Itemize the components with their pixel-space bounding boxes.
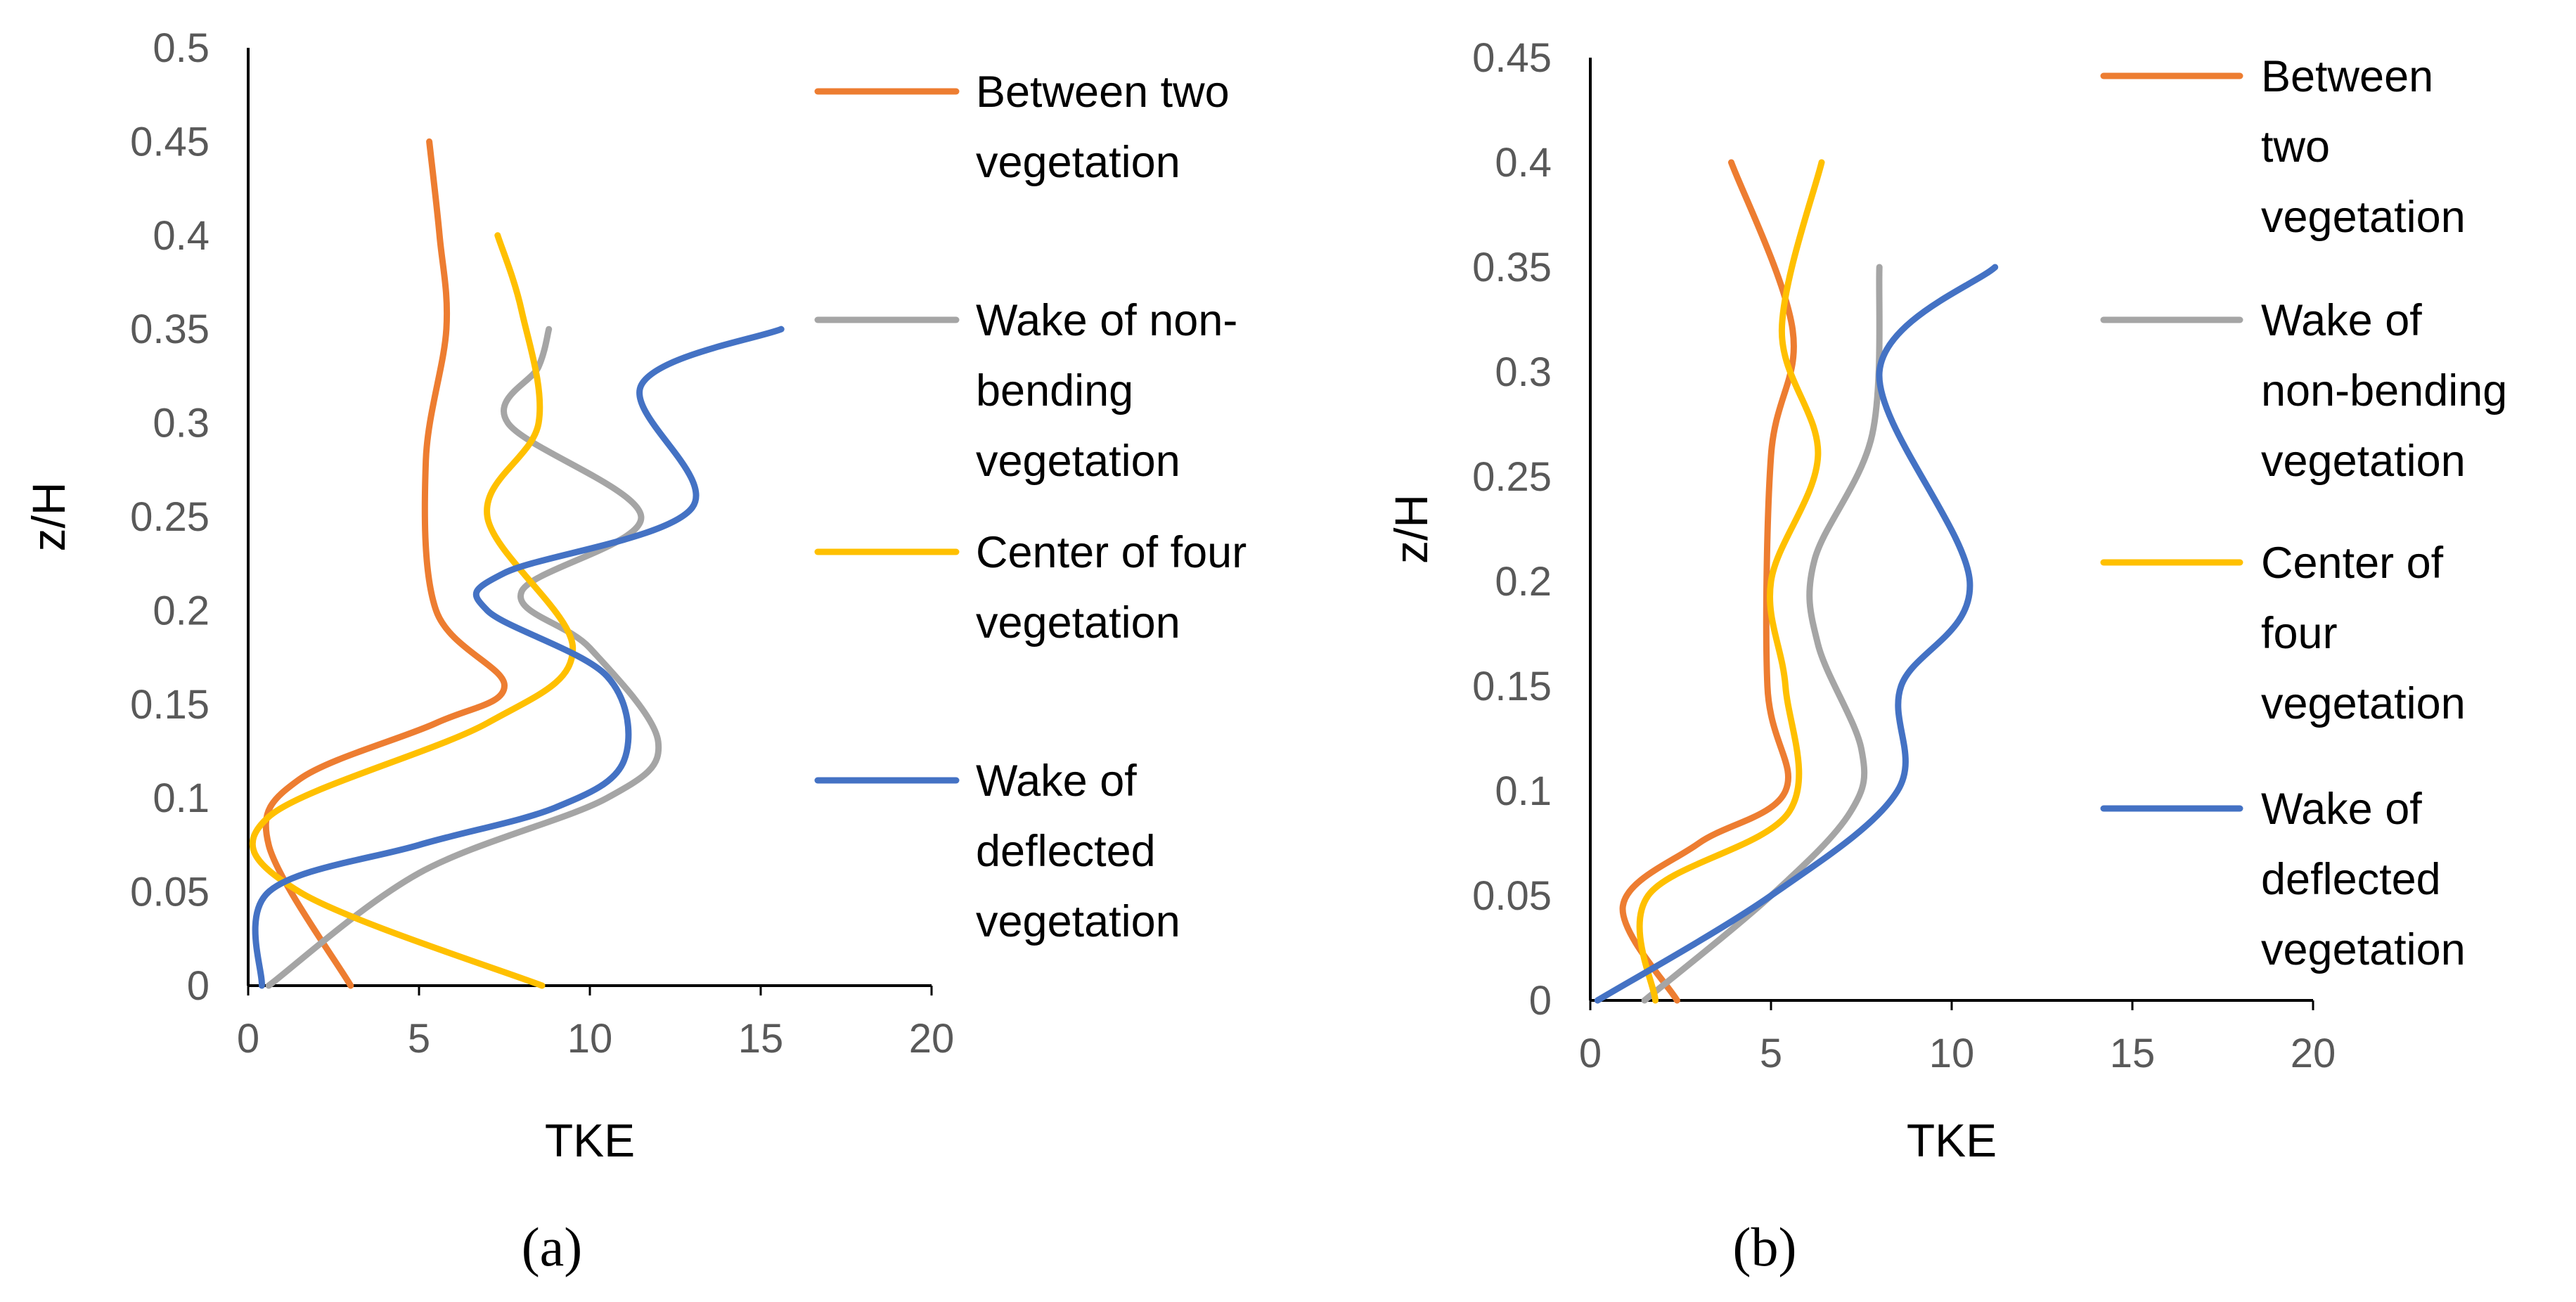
series-line-1 bbox=[1619, 159, 1797, 1004]
legend-label: Between bbox=[2261, 52, 2433, 101]
legend-label: deflected bbox=[976, 827, 1156, 876]
legend-label: vegetation bbox=[2261, 437, 2466, 486]
legend-label: bending bbox=[976, 366, 1133, 415]
y-tick-label: 0.25 bbox=[1472, 454, 1552, 500]
y-tick-label: 0.3 bbox=[153, 401, 210, 446]
legend-label: vegetation bbox=[2261, 925, 2466, 974]
x-tick-label: 10 bbox=[1929, 1031, 1975, 1076]
legend-label: Wake of bbox=[2261, 785, 2422, 834]
legend-label: vegetation bbox=[976, 437, 1180, 486]
chart-a: 0 5 10 15 20 0 0.05 0.1 0.15 0.2 0.25 0.3 0.35 0.4 0.4… bbox=[22, 25, 1247, 1277]
y-tick-label: 0.2 bbox=[153, 588, 210, 633]
y-tick-label: 0 bbox=[187, 963, 210, 1009]
y-tick-label: 0.45 bbox=[1472, 35, 1552, 81]
y-tick-label: 0.45 bbox=[130, 119, 210, 165]
y-tick-label: 0.05 bbox=[1472, 873, 1552, 919]
legend-label: Between two bbox=[976, 67, 1230, 117]
y-tick-label: 0.1 bbox=[1495, 768, 1552, 814]
series-line-3 bbox=[1636, 159, 1825, 1004]
legend-label: Wake of non- bbox=[976, 296, 1237, 345]
y-tick-label: 0.2 bbox=[1495, 559, 1552, 605]
x-tick-label: 20 bbox=[909, 1016, 955, 1062]
y-tick-label: 0.15 bbox=[1472, 664, 1552, 709]
y-axis-label: z/H bbox=[1385, 494, 1437, 564]
y-tick-label: 0.25 bbox=[130, 494, 210, 540]
chart-b: 0 5 10 15 20 0 0.05 0.1 0.15 0.2 0.25 0.3 0.35 0.4 0.4… bbox=[1385, 35, 2507, 1277]
series-line-4 bbox=[1594, 264, 1999, 1004]
legend-label: vegetation bbox=[2261, 679, 2466, 728]
y-tick-label: 0.3 bbox=[1495, 349, 1552, 395]
x-tick-label: 5 bbox=[408, 1016, 430, 1062]
y-tick-label: 0.1 bbox=[153, 775, 210, 821]
x-tick-label: 0 bbox=[237, 1016, 259, 1062]
legend-label: vegetation bbox=[976, 897, 1180, 946]
legend-label: Center of four bbox=[976, 528, 1247, 577]
legend-label: vegetation bbox=[976, 598, 1180, 647]
y-tick-label: 0.05 bbox=[130, 870, 210, 915]
y-tick-label: 0 bbox=[1529, 978, 1552, 1024]
x-tick-label: 5 bbox=[1760, 1031, 1782, 1076]
legend-label: non-bending bbox=[2261, 366, 2507, 415]
x-axis-label: TKE bbox=[545, 1114, 635, 1166]
legend-label: vegetation bbox=[976, 138, 1180, 187]
series-line-1 bbox=[262, 138, 508, 989]
series-line-4 bbox=[252, 326, 785, 989]
x-tick-label: 0 bbox=[1579, 1031, 1602, 1076]
x-tick-label: 15 bbox=[738, 1016, 784, 1062]
x-axis-label: TKE bbox=[1907, 1114, 1997, 1166]
x-tick-label: 15 bbox=[2110, 1031, 2156, 1076]
legend-label: vegetation bbox=[2261, 193, 2466, 242]
legend-label: Wake of bbox=[976, 756, 1137, 806]
panel-caption: (b) bbox=[1733, 1216, 1797, 1277]
series-line-2 bbox=[1641, 264, 1883, 1004]
y-tick-label: 0.4 bbox=[153, 213, 210, 259]
y-tick-label: 0.4 bbox=[1495, 140, 1552, 186]
legend-label: four bbox=[2261, 609, 2338, 658]
y-tick-label: 0.35 bbox=[130, 307, 210, 352]
legend-label: deflected bbox=[2261, 855, 2441, 904]
y-axis-label: z/H bbox=[22, 482, 75, 552]
panel-caption: (a) bbox=[522, 1216, 583, 1277]
series-line-3 bbox=[249, 232, 577, 989]
y-tick-label: 0.15 bbox=[130, 682, 210, 728]
y-tick-label: 0.5 bbox=[153, 25, 210, 71]
x-tick-label: 20 bbox=[2291, 1031, 2336, 1076]
legend-label: Wake of bbox=[2261, 296, 2422, 345]
legend-label: Center of bbox=[2261, 539, 2444, 588]
y-tick-label: 0.35 bbox=[1472, 245, 1552, 290]
legend-label: two bbox=[2261, 122, 2330, 172]
x-tick-label: 10 bbox=[567, 1016, 613, 1062]
series-line-2 bbox=[265, 326, 662, 989]
